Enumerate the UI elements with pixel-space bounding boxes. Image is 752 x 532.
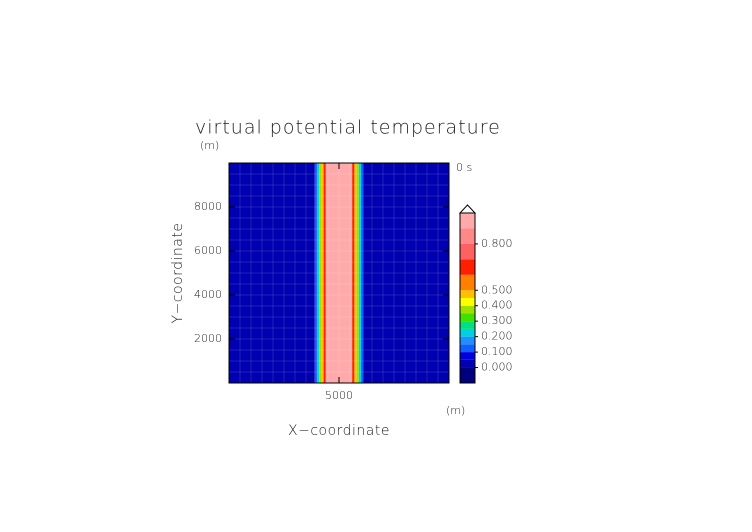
y-axis-label: Y−coordinate [170, 223, 186, 324]
colorbar-segment [460, 259, 475, 275]
colorbar-tick-label: 0.300 [481, 314, 513, 327]
heat-cell [325, 163, 353, 383]
colorbar-segment [460, 290, 475, 298]
heat-cell [317, 163, 320, 383]
heat-cell [356, 163, 359, 383]
colorbar-segment [460, 305, 475, 314]
colorbar-segment [460, 352, 475, 360]
colorbar-segment [460, 344, 475, 353]
y-tick-label: 8000 [194, 200, 222, 213]
colorbar-tick-label: 0.100 [481, 345, 513, 358]
heat-cell [358, 163, 361, 383]
chart-title: virtual potential temperature [195, 117, 501, 139]
colorbar-segment [460, 274, 475, 291]
time-label: 0 s [456, 161, 472, 174]
colorbar-segment [460, 213, 475, 229]
heat-cell [229, 163, 315, 383]
heat-cell [319, 163, 322, 383]
colorbar-tick-label: 0.800 [481, 237, 513, 250]
colorbar-tick-label: 0.400 [481, 299, 513, 312]
colorbar-segment [460, 336, 475, 345]
colorbar-segment [460, 243, 475, 260]
heat-cell [361, 163, 364, 383]
colorbar-segment [460, 359, 475, 368]
heat-cell [321, 163, 324, 383]
y-tick-label: 6000 [194, 244, 222, 257]
colorbar-segment [460, 298, 475, 306]
colorbar-segment [460, 228, 475, 244]
colorbar-segment [460, 313, 475, 322]
colorbar-tick-label: 0.000 [481, 361, 513, 374]
x-axis-label: X−coordinate [288, 423, 390, 439]
y-tick-label: 4000 [194, 288, 222, 301]
y-tick-label: 2000 [194, 332, 222, 345]
colorbar-tick-label: 0.500 [481, 283, 513, 296]
y-unit: (m) [200, 139, 219, 152]
colorbar-tick-label: 0.200 [481, 330, 513, 343]
colorbar-frame [459, 212, 476, 384]
heat-cell [354, 163, 357, 383]
x-unit: (m) [446, 404, 465, 417]
heat-cell [314, 163, 317, 383]
heat-cell [363, 163, 449, 383]
colorbar-segment [460, 321, 475, 329]
colorbar-segment [460, 328, 475, 337]
heat-cell [323, 163, 326, 383]
colorbar-segment [460, 367, 475, 383]
heat-cell [352, 163, 355, 383]
colorbar-extend [458, 204, 477, 214]
x-tick-label: 5000 [325, 389, 353, 402]
